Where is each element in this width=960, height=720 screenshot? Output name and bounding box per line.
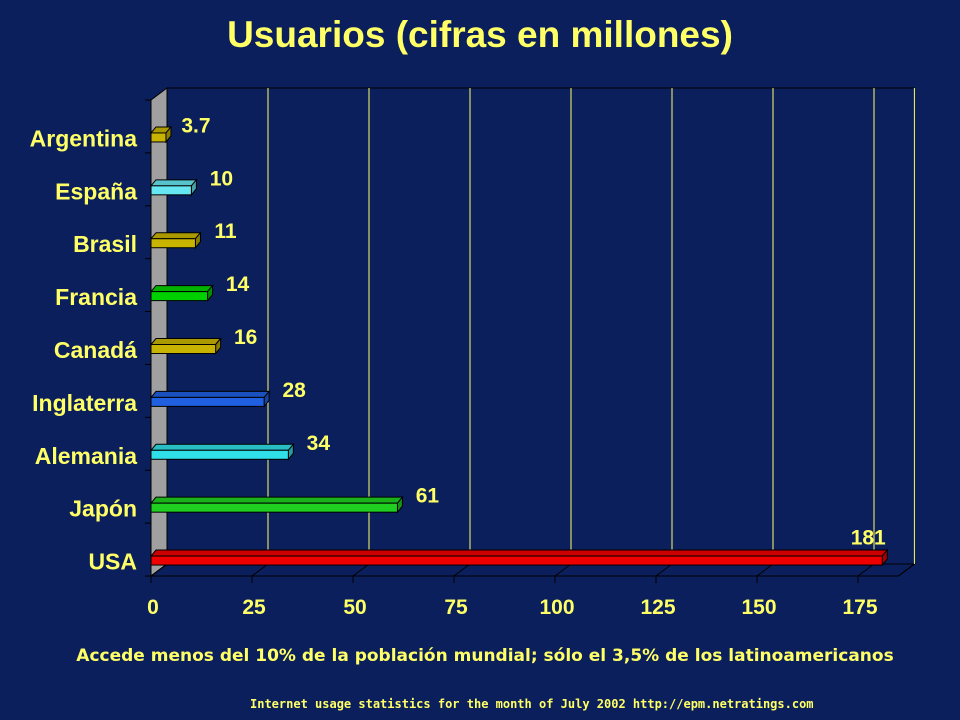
- footer-note: Accede menos del 10% de la población mun…: [76, 646, 894, 666]
- floor-grid-slant: [453, 563, 471, 577]
- bar-top-face: [149, 179, 198, 187]
- x-axis-tick-label: 75: [444, 596, 468, 619]
- data-label: 181: [851, 527, 886, 550]
- category-label: USA: [88, 549, 137, 575]
- bar: [150, 132, 167, 143]
- chart-title: Usuarios (cifras en millones): [227, 14, 733, 55]
- floor-grid-slant: [352, 563, 370, 577]
- bar: [150, 449, 289, 460]
- floor-grid-slant: [655, 563, 673, 577]
- data-label: 3.7: [181, 114, 210, 137]
- data-label: 61: [416, 485, 440, 508]
- data-label: 34: [307, 432, 331, 455]
- bar: [150, 502, 398, 513]
- bar-top-face: [149, 390, 271, 398]
- floor-grid-slant: [857, 563, 875, 577]
- bar: [150, 396, 265, 407]
- bar: [150, 185, 192, 196]
- bar-top-face: [149, 443, 295, 451]
- floor-grid-slant: [898, 563, 915, 577]
- floor-grid-slant: [150, 563, 168, 577]
- category-label: Inglaterra: [32, 390, 137, 416]
- data-label: 10: [210, 167, 233, 190]
- bar-top-face: [149, 285, 214, 293]
- category-label: Argentina: [30, 125, 138, 151]
- x-axis-tick-label: 25: [242, 596, 266, 619]
- x-axis-tick-label: 175: [842, 596, 877, 619]
- category-label: Francia: [55, 284, 137, 310]
- bar: [150, 344, 217, 354]
- x-axis-tick-label: 0: [147, 596, 159, 619]
- bar: [150, 555, 883, 566]
- plot-back-wall: [166, 87, 915, 565]
- category-label: Brasil: [73, 231, 137, 257]
- category-label: Japón: [69, 496, 137, 522]
- floor-grid-slant: [554, 563, 572, 577]
- data-label: 16: [234, 326, 257, 349]
- data-label: 14: [226, 273, 250, 296]
- x-axis-tick-label: 100: [539, 596, 574, 619]
- bar-top-face: [149, 232, 202, 240]
- floor-grid-slant: [251, 563, 269, 577]
- floor-grid-slant: [756, 563, 774, 577]
- source-note: Internet usage statistics for the month …: [250, 697, 814, 711]
- bar-top-face: [149, 549, 889, 557]
- category-label: España: [55, 178, 137, 204]
- category-label: Alemania: [35, 443, 137, 469]
- bar-top-face: [149, 496, 404, 504]
- bar: [150, 238, 196, 249]
- category-label: Canadá: [54, 337, 137, 363]
- bar: [150, 291, 209, 302]
- data-label: 28: [282, 379, 306, 402]
- x-axis-tick-label: 150: [741, 596, 776, 619]
- data-label: 11: [214, 220, 237, 243]
- x-axis-tick-label: 50: [343, 596, 366, 619]
- x-axis-tick-label: 125: [640, 596, 675, 619]
- bar-top-face: [149, 338, 222, 345]
